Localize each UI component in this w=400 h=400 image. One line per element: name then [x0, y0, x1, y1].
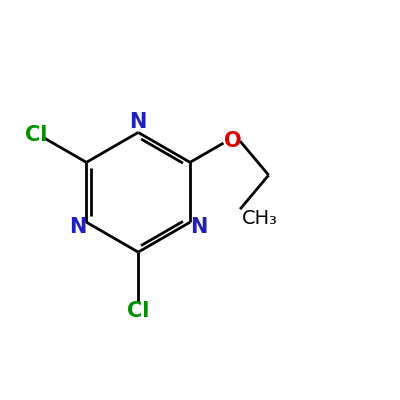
Text: Cl: Cl — [25, 125, 47, 145]
Text: CH₃: CH₃ — [242, 209, 278, 228]
Text: N: N — [69, 218, 86, 238]
Text: Cl: Cl — [127, 301, 150, 321]
Text: O: O — [224, 131, 242, 151]
Text: N: N — [130, 112, 147, 132]
Text: N: N — [190, 218, 208, 238]
